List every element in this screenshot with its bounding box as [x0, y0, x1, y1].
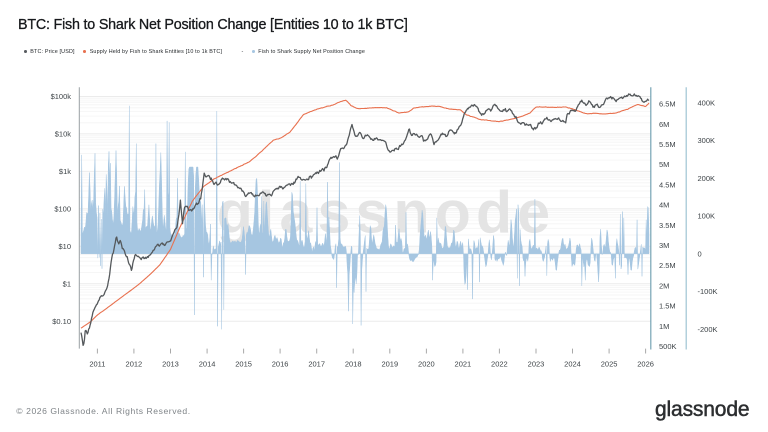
svg-text:$100k: $100k	[51, 92, 72, 101]
svg-text:1.5M: 1.5M	[659, 302, 676, 311]
svg-text:4M: 4M	[659, 201, 669, 210]
svg-text:2021: 2021	[455, 360, 472, 369]
svg-text:6M: 6M	[659, 120, 669, 129]
svg-text:2016: 2016	[272, 360, 289, 369]
svg-text:$10k: $10k	[55, 130, 72, 139]
svg-text:$0.10: $0.10	[52, 317, 71, 326]
svg-text:2020: 2020	[418, 360, 435, 369]
svg-text:$100: $100	[54, 205, 71, 214]
svg-text:300K: 300K	[698, 136, 716, 145]
svg-text:2015: 2015	[235, 360, 252, 369]
svg-text:2019: 2019	[381, 360, 398, 369]
svg-text:$1k: $1k	[59, 167, 71, 176]
svg-text:6.5M: 6.5M	[659, 100, 676, 109]
svg-text:2018: 2018	[345, 360, 362, 369]
svg-text:0: 0	[698, 249, 702, 258]
svg-text:$10: $10	[58, 242, 71, 251]
svg-text:2025: 2025	[601, 360, 618, 369]
svg-text:400K: 400K	[698, 98, 716, 107]
svg-text:200K: 200K	[698, 174, 716, 183]
svg-text:-200K: -200K	[698, 325, 718, 334]
svg-text:2023: 2023	[528, 360, 545, 369]
svg-text:4.5M: 4.5M	[659, 180, 676, 189]
svg-text:2014: 2014	[199, 360, 216, 369]
svg-text:2013: 2013	[162, 360, 179, 369]
svg-text:2026: 2026	[637, 360, 654, 369]
svg-text:1M: 1M	[659, 322, 669, 331]
svg-text:2012: 2012	[126, 360, 143, 369]
svg-text:100K: 100K	[698, 212, 716, 221]
svg-text:3M: 3M	[659, 241, 669, 250]
svg-text:5.5M: 5.5M	[659, 140, 676, 149]
svg-text:-100K: -100K	[698, 287, 718, 296]
svg-text:2022: 2022	[491, 360, 508, 369]
svg-text:5M: 5M	[659, 160, 669, 169]
svg-text:3.5M: 3.5M	[659, 221, 676, 230]
svg-text:500K: 500K	[659, 342, 677, 351]
svg-text:2M: 2M	[659, 281, 669, 290]
svg-text:$1: $1	[63, 279, 71, 288]
svg-text:2017: 2017	[308, 360, 325, 369]
svg-text:2024: 2024	[564, 360, 581, 369]
svg-text:2011: 2011	[89, 360, 105, 369]
svg-text:2.5M: 2.5M	[659, 261, 676, 270]
